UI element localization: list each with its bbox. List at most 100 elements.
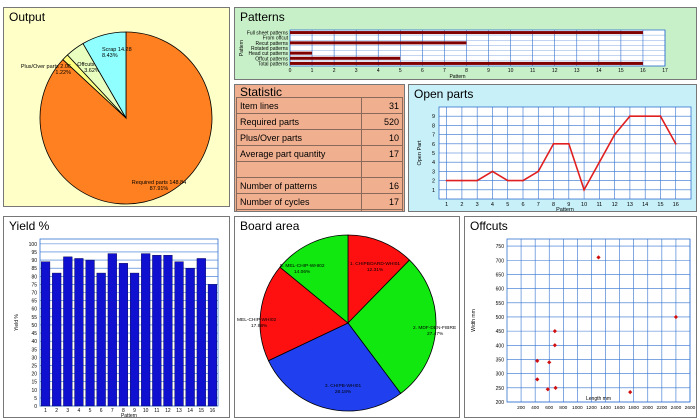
y-tick-label: 750 xyxy=(496,244,505,250)
statistic-table: Item lines 31 Required parts 520 Plus/Over p… xyxy=(236,97,403,211)
y-tick-label: 700 xyxy=(496,258,505,264)
x-tick-label: 10 xyxy=(143,408,149,414)
x-tick-label: 2 xyxy=(333,68,336,74)
series-line xyxy=(446,115,677,192)
patterns-panel: Patterns 0 1 2 3 4 5 6 7 8 9 10 11 12 13 14 15 16 17 Full … xyxy=(234,7,697,80)
data-point xyxy=(535,358,540,364)
x-tick-label: 1200 xyxy=(586,405,597,411)
y-tick-label: 85 xyxy=(31,266,37,272)
y-tick-label: 25 xyxy=(31,363,37,369)
statistic-value: 16 xyxy=(361,177,403,194)
x-tick-label: 11 xyxy=(597,202,603,208)
x-axis-label: Pattern xyxy=(121,413,137,417)
output-panel: Output Required parts 148.84 87.91% Plus/O… xyxy=(3,7,230,207)
data-point xyxy=(598,161,601,164)
bar xyxy=(290,41,467,45)
pie-slice xyxy=(347,259,437,395)
y-tick-label: 100 xyxy=(29,242,38,248)
statistic-value: 17 xyxy=(361,145,403,162)
x-tick-label: 9 xyxy=(133,408,136,414)
y-tick-label: 0 xyxy=(34,404,37,410)
x-tick-label: 4 xyxy=(78,408,81,414)
x-tick-label: 3 xyxy=(66,408,69,414)
statistic-row: Required parts 520 xyxy=(236,113,403,130)
x-tick-label: 5 xyxy=(399,68,402,74)
bar xyxy=(96,272,106,407)
data-point xyxy=(644,115,647,118)
data-point xyxy=(445,179,448,182)
plot-area xyxy=(289,29,666,67)
bar xyxy=(196,258,206,407)
x-tick-label: 12 xyxy=(165,408,171,414)
x-tick-label: 17 xyxy=(662,68,668,74)
x-tick-label: 11 xyxy=(530,68,535,74)
y-tick-label: 95 xyxy=(31,250,37,256)
statistic-label: Number of patterns xyxy=(236,177,362,194)
data-point xyxy=(552,142,555,145)
x-tick-label: 9 xyxy=(487,68,490,74)
data-point xyxy=(522,179,524,182)
x-tick-label: 3 xyxy=(355,68,358,74)
y-tick-label: Offcut patterns xyxy=(255,56,288,62)
bar xyxy=(118,263,128,407)
bar xyxy=(129,272,140,407)
bar xyxy=(141,253,151,407)
y-tick-label: 350 xyxy=(496,357,505,363)
y-tick-label: Full sheet patterns xyxy=(247,31,289,37)
y-tick-label: Recut patterns xyxy=(255,41,288,47)
bar xyxy=(74,258,84,407)
x-tick-label: 4 xyxy=(491,202,494,208)
offcuts-panel: Offcuts 200 250 300 350 400 450 500 550 600 650 70… xyxy=(464,216,697,418)
x-tick-label: 2 xyxy=(55,408,58,414)
statistic-value xyxy=(361,161,403,178)
x-tick-label: 7 xyxy=(537,202,540,208)
offcuts-title: Offcuts xyxy=(470,219,508,233)
offcuts-scatter-chart: 200 250 300 350 400 450 500 550 600 650 700 750 200 4… xyxy=(471,238,696,411)
x-tick-label: 16 xyxy=(640,68,646,74)
data-point xyxy=(659,115,662,118)
statistic-label: Average part quantity xyxy=(236,145,362,162)
bar xyxy=(41,261,51,407)
patterns-title: Patterns xyxy=(240,10,285,24)
slice-label: 5. MEL-CHIP-WHI02 xyxy=(280,263,325,269)
slice-label: Offcuts 6.13 xyxy=(77,62,107,68)
slice-label: Required parts 148.84 xyxy=(132,180,186,186)
statistic-label: Required parts xyxy=(236,113,362,130)
y-tick-label: 450 xyxy=(496,329,505,335)
pie-slice xyxy=(259,266,349,362)
x-tick-label: 1 xyxy=(44,408,47,414)
y-tick-label: 15 xyxy=(31,380,37,386)
output-title: Output xyxy=(9,10,46,24)
x-tick-label: 1 xyxy=(311,68,314,74)
y-tick-label: 4 xyxy=(432,160,435,166)
x-tick-label: 7 xyxy=(111,408,114,414)
slice-label: 2. MDF-DEN-FIBRE xyxy=(413,325,456,331)
x-tick-label: 16 xyxy=(210,408,216,414)
x-tick-label: 14 xyxy=(642,202,648,208)
data-point xyxy=(537,170,540,173)
x-tick-label: 1600 xyxy=(614,405,625,411)
x-tick-label: 3 xyxy=(476,202,479,208)
data-point xyxy=(629,115,631,118)
statistic-row xyxy=(236,161,403,178)
statistic-row: Number of cycles 17 xyxy=(236,193,403,210)
x-tick-label: 9 xyxy=(567,202,570,208)
data-point xyxy=(552,329,557,334)
y-tick-label: 7 xyxy=(432,133,435,139)
x-tick-label: 800 xyxy=(559,405,567,411)
y-tick-label: Rotated patterns xyxy=(251,46,288,52)
bar xyxy=(163,255,173,407)
y-tick-label: Total patterns xyxy=(258,61,289,67)
x-tick-label: 1400 xyxy=(600,405,611,411)
slice-pct-label: 14.06% xyxy=(294,269,311,275)
y-tick-label: 35 xyxy=(31,347,37,353)
y-tick-label: 650 xyxy=(496,272,505,278)
x-tick-label: 2 xyxy=(460,202,463,208)
statistic-label: Number of cycles xyxy=(236,193,362,210)
pie-slice xyxy=(82,31,127,120)
y-tick-label: 55 xyxy=(31,315,37,321)
statistic-title: Statistic xyxy=(240,85,283,99)
statistic-row: Plus/Over parts 10 xyxy=(236,129,403,146)
x-tick-label: 0 xyxy=(289,68,292,74)
